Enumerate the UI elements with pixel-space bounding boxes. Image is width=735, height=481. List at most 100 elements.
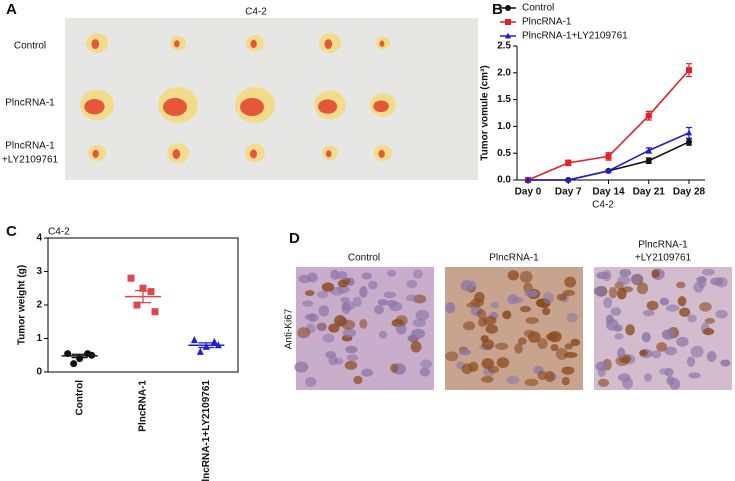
y-tick-label: 3 bbox=[36, 266, 42, 277]
cell bbox=[613, 324, 623, 332]
cell bbox=[361, 368, 374, 377]
sem-bar bbox=[71, 353, 88, 359]
cell bbox=[411, 328, 426, 339]
cell bbox=[490, 301, 500, 309]
cell bbox=[537, 370, 548, 381]
cell bbox=[630, 274, 643, 285]
series-line bbox=[527, 69, 690, 181]
legend-marker bbox=[505, 32, 511, 39]
cell bbox=[619, 268, 632, 277]
cell bbox=[353, 375, 363, 385]
marker bbox=[565, 159, 572, 166]
cell bbox=[659, 297, 670, 306]
cell bbox=[304, 376, 317, 387]
cell bbox=[342, 328, 356, 338]
marker bbox=[70, 360, 78, 368]
cell bbox=[330, 269, 340, 280]
cell bbox=[566, 312, 578, 323]
cell bbox=[595, 361, 608, 372]
cell bbox=[561, 366, 575, 375]
plot-frame bbox=[47, 237, 239, 373]
cell bbox=[316, 290, 329, 299]
cell bbox=[666, 376, 676, 386]
cell bbox=[555, 348, 569, 360]
cell bbox=[676, 281, 686, 289]
x-tick-label: Day 0 bbox=[515, 187, 542, 198]
cell bbox=[304, 313, 315, 320]
cell bbox=[445, 351, 459, 362]
cell bbox=[373, 305, 384, 315]
cell bbox=[495, 342, 509, 350]
cell bbox=[390, 363, 399, 373]
cell bbox=[701, 268, 715, 276]
cell bbox=[405, 294, 419, 302]
cell bbox=[524, 289, 539, 297]
cell bbox=[548, 331, 562, 343]
x-tick-label: Day 28 bbox=[673, 187, 706, 198]
ihc-photos bbox=[294, 267, 732, 390]
marker bbox=[645, 112, 652, 119]
cell bbox=[385, 299, 398, 307]
cell bbox=[316, 322, 326, 331]
cell bbox=[468, 361, 479, 372]
cell bbox=[386, 270, 397, 277]
y-tick-label: 2 bbox=[36, 300, 42, 311]
cell bbox=[677, 296, 687, 307]
cell bbox=[478, 317, 488, 327]
y-tick-label: 1 bbox=[36, 333, 42, 344]
tumor-red bbox=[172, 149, 181, 160]
cell bbox=[406, 279, 418, 289]
cell bbox=[690, 345, 704, 358]
cell bbox=[688, 372, 701, 379]
marker bbox=[565, 176, 572, 183]
cell bbox=[463, 321, 476, 331]
cell bbox=[412, 318, 426, 328]
cell bbox=[336, 270, 348, 280]
marker bbox=[210, 337, 218, 345]
y-axis-label: Tumor weight (g) bbox=[17, 265, 28, 345]
y-tick-label: 1.5 bbox=[497, 94, 511, 105]
cell bbox=[644, 373, 653, 382]
cell bbox=[659, 368, 669, 375]
legend-label: PlncRNA-1+LY2109761 bbox=[522, 31, 628, 42]
cell bbox=[656, 342, 668, 352]
cell bbox=[328, 355, 338, 366]
panel-letter: A bbox=[6, 1, 17, 18]
cell bbox=[687, 314, 697, 323]
sem-bar bbox=[135, 289, 151, 304]
cell bbox=[410, 341, 422, 353]
cell bbox=[519, 270, 533, 283]
column-label: PlncRNA-1 bbox=[638, 240, 688, 251]
cell bbox=[704, 317, 715, 324]
tumor-red bbox=[174, 40, 180, 48]
row-label: PlncRNA-1 bbox=[5, 98, 55, 109]
tumor-red bbox=[326, 150, 332, 158]
cell bbox=[359, 286, 368, 298]
cell bbox=[602, 269, 612, 282]
cell bbox=[337, 279, 349, 288]
cell bbox=[525, 317, 539, 325]
cell bbox=[542, 307, 551, 316]
tumor-red bbox=[163, 98, 187, 116]
tumor-photo bbox=[65, 18, 478, 180]
cell bbox=[481, 339, 495, 350]
x-tick-label: Control bbox=[74, 380, 85, 416]
marker bbox=[151, 308, 159, 316]
cell bbox=[603, 297, 613, 309]
cell bbox=[610, 307, 622, 316]
tumor-red bbox=[92, 149, 99, 158]
x-tick-label: Day 7 bbox=[555, 187, 582, 198]
marker bbox=[139, 284, 147, 292]
marker bbox=[686, 67, 692, 74]
cell bbox=[550, 344, 559, 352]
cell bbox=[501, 310, 511, 319]
tumor-red bbox=[379, 40, 385, 47]
cell bbox=[341, 300, 356, 311]
cell bbox=[336, 285, 350, 294]
marker bbox=[605, 167, 612, 174]
cell bbox=[345, 345, 358, 354]
cell bbox=[646, 300, 659, 311]
panel-title: C4-2 bbox=[245, 7, 267, 18]
cell bbox=[614, 333, 624, 340]
cell bbox=[563, 351, 578, 359]
